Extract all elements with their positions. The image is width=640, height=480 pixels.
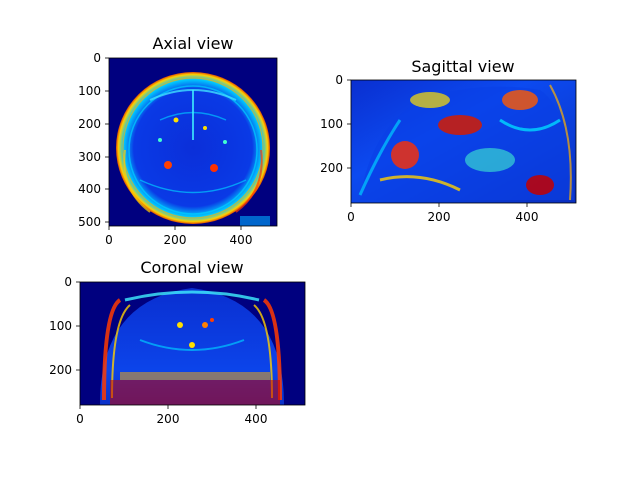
coronal-x-tick: 200 [157, 412, 180, 426]
axial-y-axis: 0 100 200 300 400 500 [78, 51, 109, 229]
axial-image [109, 58, 277, 226]
axial-y-tick: 500 [78, 215, 101, 229]
axial-y-tick: 0 [93, 51, 101, 65]
axial-y-tick: 100 [78, 84, 101, 98]
axial-x-axis: 0 200 400 [105, 226, 252, 247]
sagittal-panel: Sagittal view 0 200 400 [320, 57, 577, 224]
axial-x-tick: 200 [164, 233, 187, 247]
coronal-frame [79, 281, 306, 406]
sagittal-y-axis: 0 100 200 [320, 73, 351, 175]
coronal-x-axis: 0 200 400 [76, 405, 267, 426]
sagittal-title: Sagittal view [411, 57, 514, 76]
sagittal-x-tick: 400 [516, 210, 539, 224]
sagittal-x-axis: 0 200 400 [347, 203, 538, 224]
axial-panel: Axial view 0 200 4 [78, 34, 278, 247]
coronal-panel: Coronal view 0 200 400 [49, 258, 306, 426]
coronal-image [80, 282, 305, 405]
axial-y-tick: 400 [78, 182, 101, 196]
sagittal-y-tick: 100 [320, 117, 343, 131]
sagittal-image [351, 80, 576, 203]
sagittal-y-tick: 0 [335, 73, 343, 87]
sagittal-y-tick: 200 [320, 161, 343, 175]
coronal-x-tick: 0 [76, 412, 84, 426]
axial-y-tick: 300 [78, 150, 101, 164]
sagittal-frame [350, 79, 577, 204]
sagittal-x-tick: 0 [347, 210, 355, 224]
sagittal-x-tick: 200 [428, 210, 451, 224]
axial-x-tick: 400 [230, 233, 253, 247]
axial-title: Axial view [152, 34, 233, 53]
coronal-y-tick: 200 [49, 363, 72, 377]
coronal-y-axis: 0 100 200 [49, 275, 80, 377]
axial-frame [108, 57, 278, 227]
axial-y-tick: 200 [78, 117, 101, 131]
coronal-y-tick: 100 [49, 319, 72, 333]
coronal-y-tick: 0 [64, 275, 72, 289]
coronal-x-tick: 400 [245, 412, 268, 426]
coronal-title: Coronal view [140, 258, 243, 277]
axial-x-tick: 0 [105, 233, 113, 247]
